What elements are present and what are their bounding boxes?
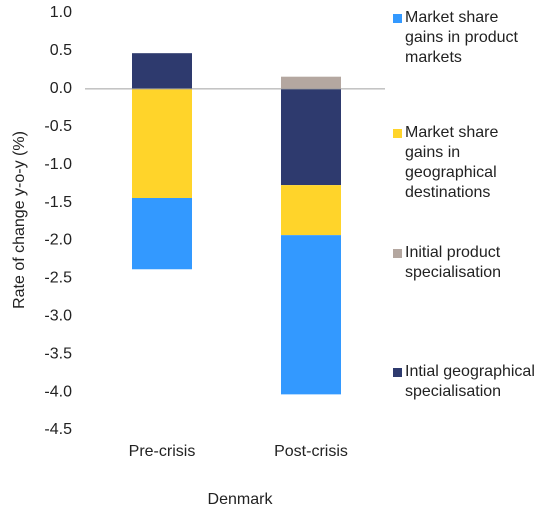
legend-entry: Initial product specialisation	[393, 243, 541, 283]
legend-swatch	[393, 129, 402, 138]
y-tick-label: -3.5	[44, 345, 72, 362]
y-tick-label: -0.5	[44, 118, 72, 135]
legend-swatch	[393, 14, 402, 23]
x-axis-label: Denmark	[208, 491, 274, 508]
bar-segment	[132, 197, 192, 270]
bar-segment	[281, 235, 341, 395]
y-tick-label: -1.0	[44, 156, 72, 173]
legend-label: Market share gains in geographical desti…	[405, 124, 499, 201]
legend-entry: Market share gains in geographical desti…	[393, 123, 541, 203]
y-axis-label: Rate of change y-o-y (%)	[11, 131, 28, 309]
legend-label: Market share gains in product markets	[405, 9, 518, 66]
y-tick-label: 0.5	[50, 42, 72, 59]
y-tick-label: 0.0	[50, 80, 72, 97]
x-tick-label: Post-crisis	[274, 443, 348, 460]
legend-swatch	[393, 249, 402, 258]
y-tick-label: -1.5	[44, 194, 72, 211]
x-tick-label: Pre-crisis	[129, 443, 196, 460]
legend-label: Initial product specialisation	[405, 244, 502, 281]
bar-segment	[132, 88, 192, 198]
bar-segment	[281, 88, 341, 186]
y-tick-label: -3.0	[44, 307, 72, 324]
legend-entry: Intial geographical specialisation	[393, 362, 541, 402]
bar-segment	[281, 76, 341, 89]
legend-entry: Market share gains in product markets	[393, 8, 541, 68]
bar-segment	[132, 53, 192, 89]
legend-label: Intial geographical specialisation	[405, 363, 535, 400]
bar-segment	[281, 185, 341, 236]
y-tick-label: -2.0	[44, 232, 72, 249]
y-tick-label: -4.0	[44, 383, 72, 400]
y-tick-label: -2.5	[44, 270, 72, 287]
y-tick-label: 1.0	[50, 4, 72, 21]
y-tick-label: -4.5	[44, 421, 72, 438]
legend-swatch	[393, 368, 402, 377]
